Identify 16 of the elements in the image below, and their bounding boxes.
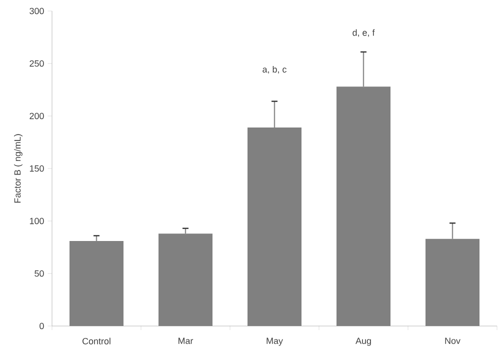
y-tick-label: 0 xyxy=(40,322,44,330)
annotation: a, b, c xyxy=(262,66,286,74)
x-tick-label: Nov xyxy=(445,338,460,344)
y-axis-title: Factor B ( ng/mL) xyxy=(14,134,22,203)
x-tick-label: May xyxy=(266,338,283,346)
bar xyxy=(70,240,124,326)
x-tick-label: Aug xyxy=(356,338,371,346)
y-tick-label: 150 xyxy=(30,165,44,172)
y-tick-label: 250 xyxy=(30,60,44,67)
x-tick-label: Control xyxy=(82,338,110,344)
annotation: d, e, f xyxy=(352,29,375,37)
y-tick-label: 300 xyxy=(30,8,44,14)
y-tick-label: 50 xyxy=(34,270,44,277)
x-tick-label: Mar xyxy=(178,338,194,344)
y-tick-label: 100 xyxy=(30,218,44,224)
y-tick-label: 200 xyxy=(30,112,44,120)
